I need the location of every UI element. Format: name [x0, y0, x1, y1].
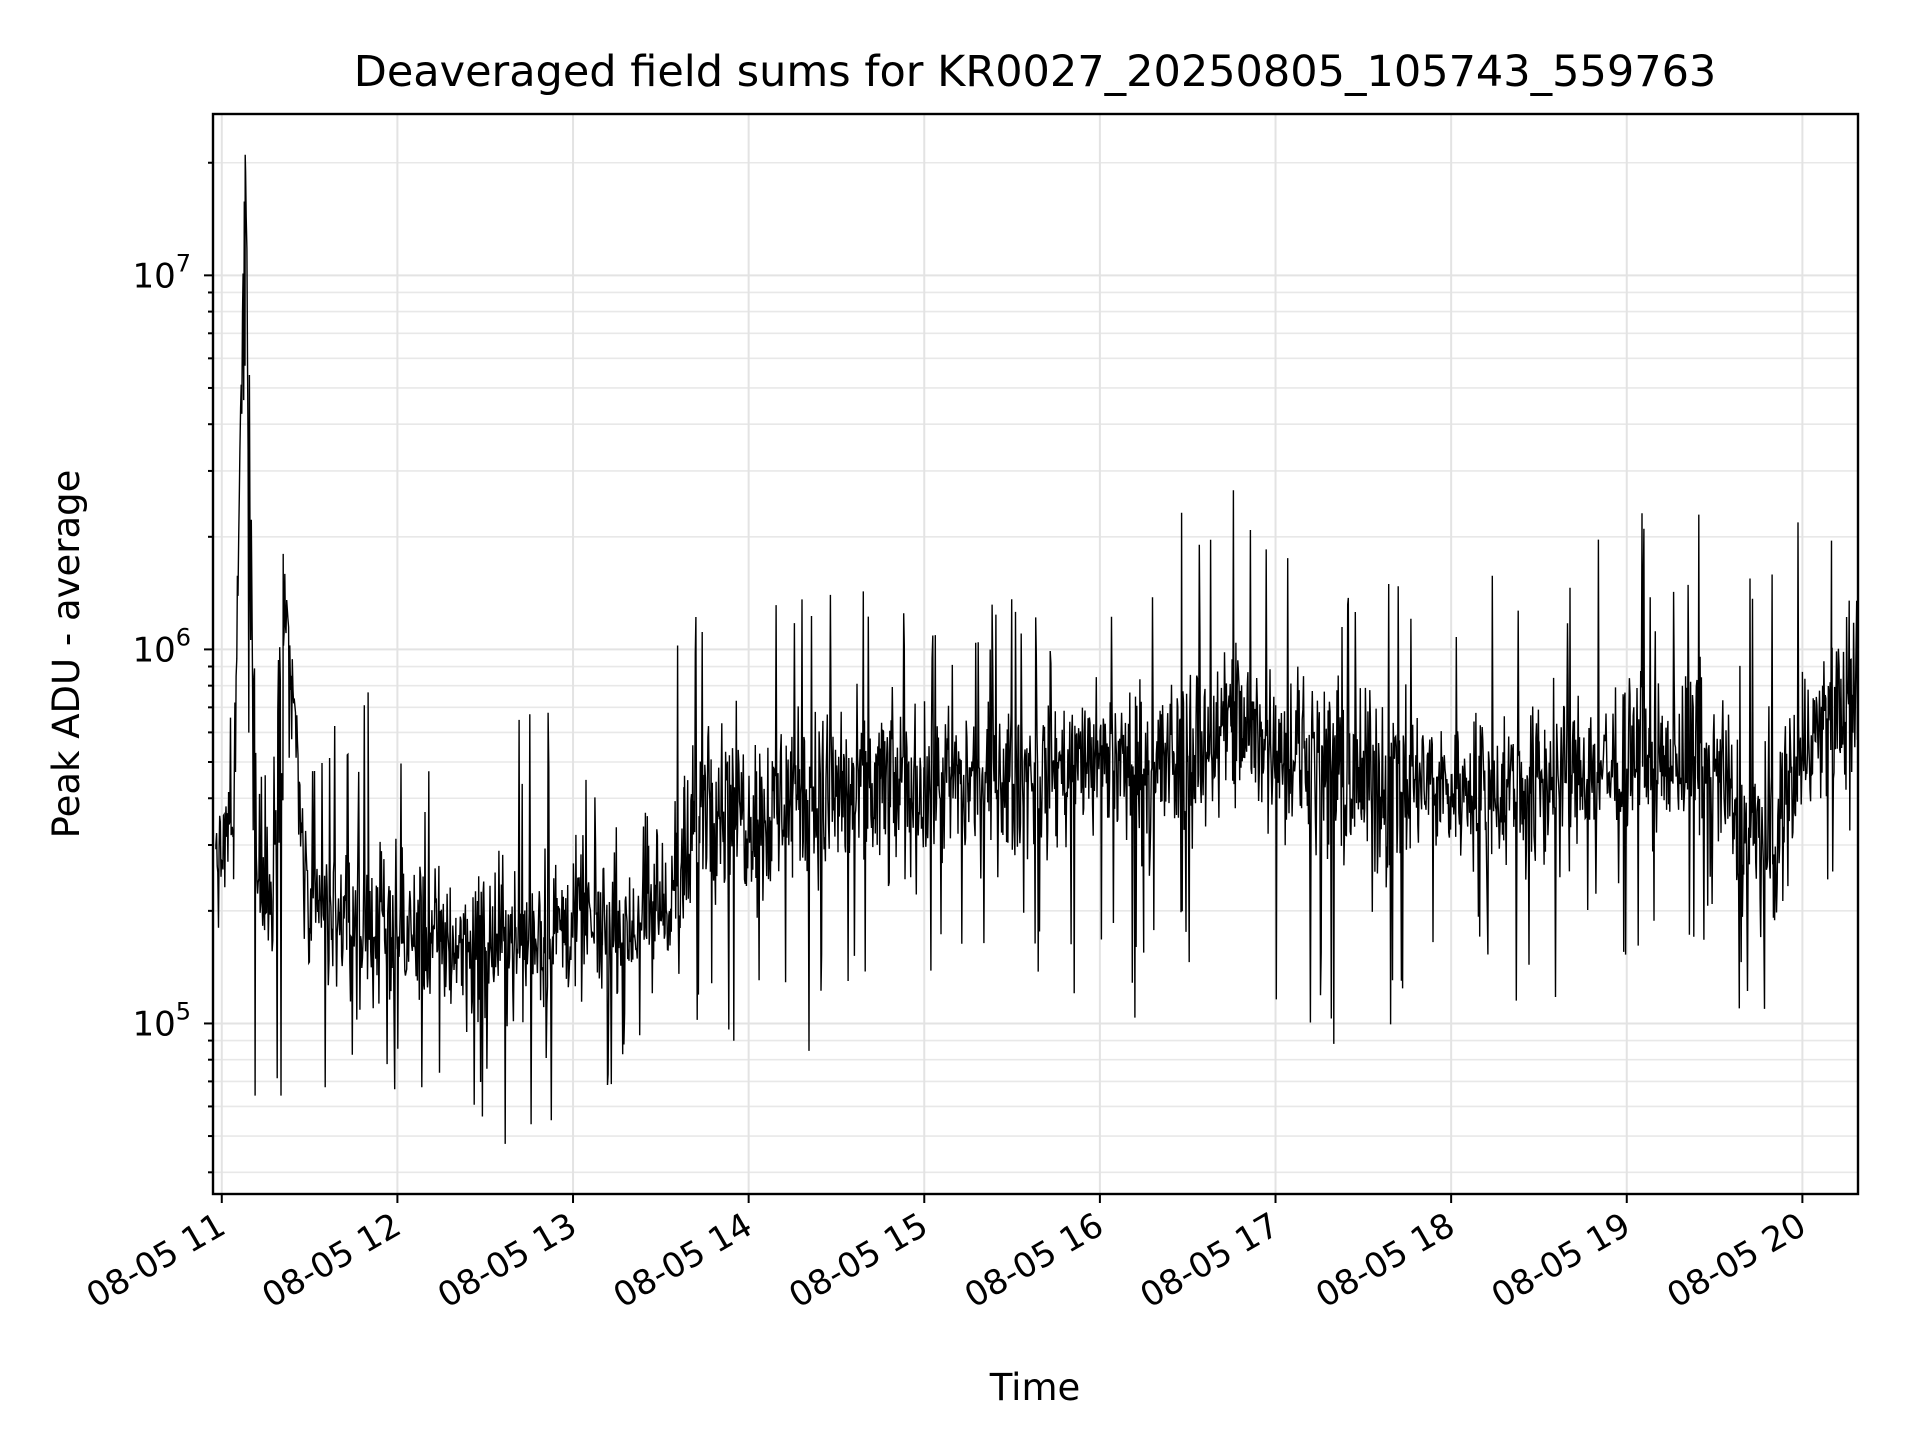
chart-title: Deaveraged field sums for KR0027_2025080…	[354, 47, 1717, 97]
y-axis-label: Peak ADU - average	[45, 470, 88, 839]
series-group	[215, 154, 1859, 1144]
y-tick-label: 107	[132, 249, 191, 296]
x-axis-label: Time	[989, 1366, 1081, 1409]
series-line	[215, 154, 1859, 1144]
y-tick-label: 106	[132, 623, 191, 670]
plot-frame	[211, 112, 1860, 1196]
y-tick-label: 105	[132, 997, 191, 1044]
